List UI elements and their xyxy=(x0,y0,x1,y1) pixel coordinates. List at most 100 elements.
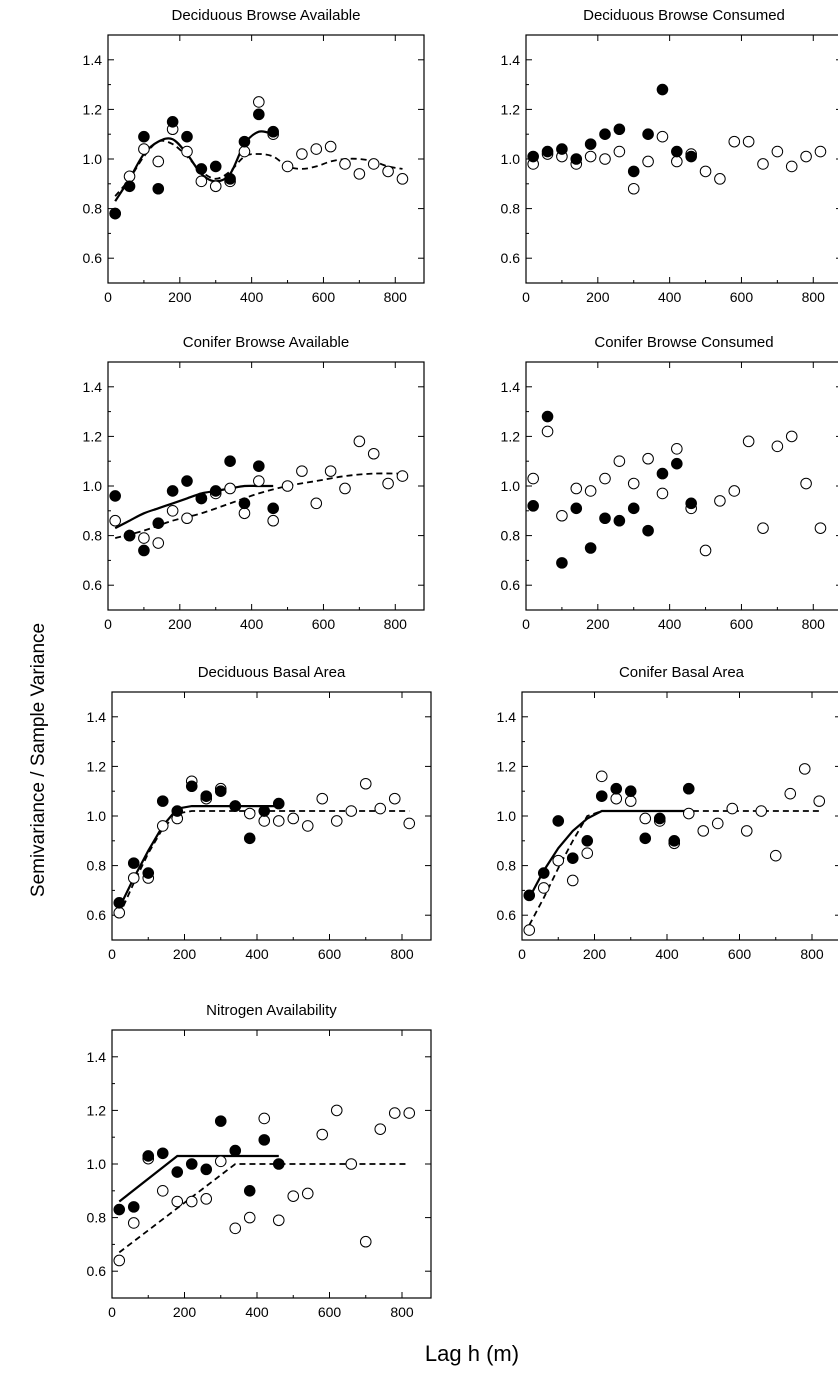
point-open xyxy=(272,815,285,827)
y-tick-label: 1.4 xyxy=(87,1049,107,1065)
y-tick-label: 1.4 xyxy=(83,52,103,68)
point-open xyxy=(642,452,654,465)
point-filled xyxy=(258,1134,271,1146)
point-filled xyxy=(668,835,681,847)
y-tick-label: 1.2 xyxy=(497,758,517,774)
point-open xyxy=(339,158,351,170)
y-tick-label: 1.2 xyxy=(501,428,521,444)
point-filled xyxy=(152,182,165,195)
x-tick-label: 400 xyxy=(658,289,682,305)
point-filled xyxy=(642,128,654,140)
point-open xyxy=(272,1214,285,1227)
point-open xyxy=(113,1254,126,1267)
plot-frame xyxy=(111,691,432,941)
point-filled xyxy=(156,795,169,807)
x-tick-label: 400 xyxy=(245,1304,269,1320)
panel-deciduous-browse-consumed: Deciduous Browse Consumed 0 200 400 600 800 0.… xyxy=(501,7,838,305)
y-tick-label: 1.2 xyxy=(501,101,521,117)
point-open xyxy=(714,495,726,507)
point-filled xyxy=(656,467,669,480)
point-open xyxy=(523,924,536,936)
point-open xyxy=(742,435,755,448)
point-filled xyxy=(581,835,594,847)
y-tick-label: 1.2 xyxy=(83,428,103,444)
point-open xyxy=(359,1235,372,1248)
point-open xyxy=(152,537,165,549)
x-tick-label: 200 xyxy=(586,289,610,305)
point-filled xyxy=(224,173,236,185)
point-open xyxy=(671,443,683,455)
point-open xyxy=(613,145,626,158)
panel-deciduous-basal-area: Deciduous Basal Area 0 200 400 600 800 0.6 0.8 1… xyxy=(87,664,432,962)
point-filled xyxy=(610,782,623,795)
point-open xyxy=(267,514,279,527)
point-filled xyxy=(171,805,184,817)
panel-title: Conifer Browse Consumed xyxy=(594,334,773,351)
panel-title: Deciduous Browse Available xyxy=(171,7,360,24)
point-open xyxy=(552,854,565,867)
point-open xyxy=(281,160,294,173)
point-open xyxy=(374,1123,387,1135)
point-open xyxy=(396,173,409,185)
point-filled xyxy=(181,475,193,487)
point-filled xyxy=(267,125,279,138)
model-curve-dashed xyxy=(114,472,403,539)
point-open xyxy=(330,815,343,827)
y-tick-label: 1.0 xyxy=(87,808,107,824)
x-tick-label: 800 xyxy=(384,289,408,305)
y-tick-label: 1.4 xyxy=(501,379,521,395)
x-tick-label: 200 xyxy=(586,616,610,632)
point-filled xyxy=(627,165,640,178)
y-tick-label: 1.4 xyxy=(87,709,107,725)
point-open xyxy=(624,795,637,807)
y-tick-label: 0.6 xyxy=(83,577,103,593)
x-tick-label: 800 xyxy=(800,946,824,962)
point-filled xyxy=(200,790,213,802)
y-tick-label: 1.2 xyxy=(87,758,107,774)
point-filled xyxy=(214,1115,227,1127)
point-open xyxy=(714,173,726,185)
x-tick-label: 600 xyxy=(728,946,752,962)
point-filled xyxy=(642,524,654,537)
point-filled xyxy=(138,130,150,143)
panel-title: Deciduous Basal Area xyxy=(198,664,346,681)
point-open xyxy=(330,1104,343,1117)
point-filled xyxy=(214,785,227,798)
point-open xyxy=(287,812,300,825)
point-filled xyxy=(272,797,285,810)
x-tick-label: 0 xyxy=(104,616,112,632)
x-tick-label: 800 xyxy=(390,946,414,962)
model-curve-dashed xyxy=(114,139,403,197)
x-tick-label: 0 xyxy=(108,1304,116,1320)
point-open xyxy=(813,795,826,807)
point-filled xyxy=(224,455,236,468)
y-tick-label: 0.6 xyxy=(87,1263,107,1279)
point-open xyxy=(324,140,337,153)
point-open xyxy=(728,485,741,497)
point-open xyxy=(353,435,366,448)
x-tick-label: 0 xyxy=(522,289,530,305)
y-tick-label: 0.8 xyxy=(83,201,103,217)
point-open xyxy=(613,455,626,468)
point-open xyxy=(253,96,265,108)
point-open xyxy=(403,1107,416,1119)
point-filled xyxy=(556,557,568,569)
point-open xyxy=(156,1185,169,1197)
point-open xyxy=(301,1187,314,1200)
x-tick-label: 200 xyxy=(583,946,607,962)
point-open xyxy=(296,465,308,477)
point-filled xyxy=(138,544,150,557)
x-tick-label: 0 xyxy=(104,289,112,305)
point-open xyxy=(755,805,768,817)
point-filled xyxy=(181,130,193,143)
point-filled xyxy=(209,160,222,173)
point-open xyxy=(359,777,372,790)
x-tick-label: 800 xyxy=(390,1304,414,1320)
panel-nitrogen-availability: Nitrogen Availability 0 200 400 600 800 0.6 0.8… xyxy=(87,1002,432,1320)
x-tick-label: 800 xyxy=(384,616,408,632)
panel-title: Conifer Browse Available xyxy=(183,334,349,351)
point-open xyxy=(570,482,583,495)
y-tick-label: 0.6 xyxy=(497,907,517,923)
point-open xyxy=(367,447,380,460)
point-open xyxy=(642,155,654,168)
